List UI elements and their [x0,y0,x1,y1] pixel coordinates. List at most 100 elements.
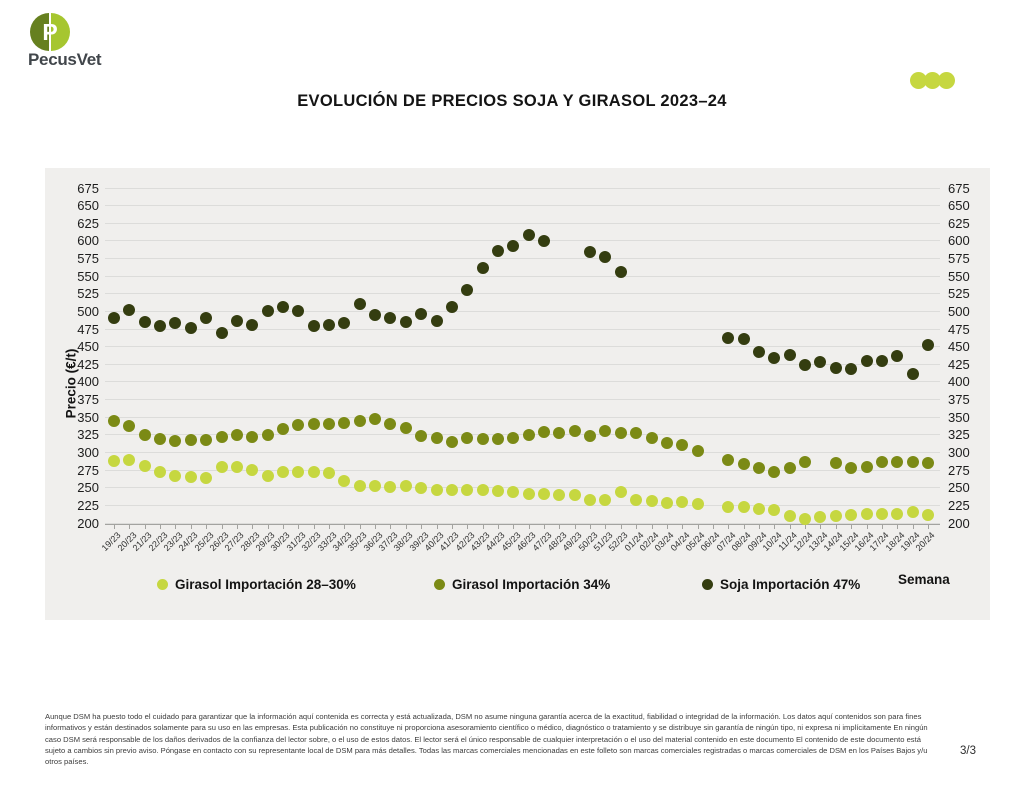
x-tick-mark [651,524,653,529]
data-point [123,420,136,433]
data-point [875,507,888,520]
data-point [384,418,397,431]
y-tick-label-right: 350 [948,409,970,425]
x-tick-mark [344,524,346,529]
gridline [105,293,940,295]
corner-dots [910,72,955,89]
x-tick-mark [467,524,469,529]
x-tick-mark [743,524,745,529]
data-point [200,433,213,446]
legend-dot-icon [434,579,445,590]
data-point [230,428,243,441]
x-tick-mark [851,524,853,529]
data-point [491,245,504,258]
y-tick-label-left: 275 [77,462,99,478]
data-point [276,301,289,314]
data-point [783,349,796,362]
y-tick-label-right: 300 [948,444,970,460]
data-point [568,425,581,438]
data-point [584,429,597,442]
y-tick-label-right: 625 [948,215,970,231]
x-tick-mark [759,524,761,529]
x-tick-mark [866,524,868,529]
data-point [323,417,336,430]
data-point [614,426,627,439]
x-tick-mark [928,524,929,529]
x-tick-mark [697,524,699,529]
data-point [138,428,151,441]
data-point [783,461,796,474]
legend-item-soja-47: Soja Importación 47% [702,577,860,592]
data-point [200,312,213,325]
y-tick-label-right: 475 [948,321,970,337]
data-point [169,469,182,482]
data-point [722,332,735,345]
data-point [184,434,197,447]
data-point [922,338,934,351]
data-point [875,455,888,468]
x-tick-mark [236,524,238,529]
y-tick-label-left: 550 [77,268,99,284]
corner-dot-icon [924,72,941,89]
data-point [829,509,842,522]
x-tick-mark [682,524,684,529]
legend-label: Girasol Importación 28–30% [175,577,356,592]
y-tick-label-right: 525 [948,286,970,302]
data-point [829,457,842,470]
x-tick-mark [897,524,899,529]
data-point [246,318,259,331]
x-tick-mark [114,524,115,529]
corner-dot-icon [938,72,955,89]
data-point [445,301,458,314]
data-point [799,455,812,468]
data-point [184,471,197,484]
legend-item-girasol-34: Girasol Importación 34% [434,577,610,592]
y-tick-label-left: 650 [77,198,99,214]
data-point [507,239,520,252]
gridline [105,487,940,489]
data-point [415,429,428,442]
legend-dot-icon [157,579,168,590]
data-point [814,511,827,524]
data-point [108,312,120,325]
y-tick-label-left: 675 [77,180,99,196]
x-tick-mark [574,524,576,529]
gridline [105,522,940,524]
data-point [660,496,673,509]
y-tick-label-right: 575 [948,251,970,267]
x-tick-mark [559,524,561,529]
data-point [614,265,627,278]
data-point [123,454,136,467]
data-point [307,417,320,430]
data-point [292,418,305,431]
data-point [415,307,428,320]
y-tick-label-right: 425 [948,356,970,372]
data-point [138,459,151,472]
y-tick-label-right: 650 [948,198,970,214]
legend-dot-icon [702,579,713,590]
y-tick-label-left: 350 [77,409,99,425]
data-point [215,430,228,443]
data-point [184,322,197,335]
data-point [845,508,858,521]
data-point [722,453,735,466]
gridline [105,363,940,365]
y-tick-label-left: 375 [77,392,99,408]
data-point [845,461,858,474]
data-point [568,489,581,502]
y-tick-label-right: 400 [948,374,970,390]
data-point [399,480,412,493]
data-point [768,465,781,478]
data-point [369,308,382,321]
y-tick-label-right: 375 [948,392,970,408]
x-tick-mark [129,524,131,529]
data-point [599,425,612,438]
data-point [369,479,382,492]
y-tick-label-left: 575 [77,251,99,267]
data-point [292,305,305,318]
data-point [338,316,351,329]
data-point [630,426,643,439]
data-point [215,460,228,473]
data-point [230,461,243,474]
data-point [154,320,167,333]
